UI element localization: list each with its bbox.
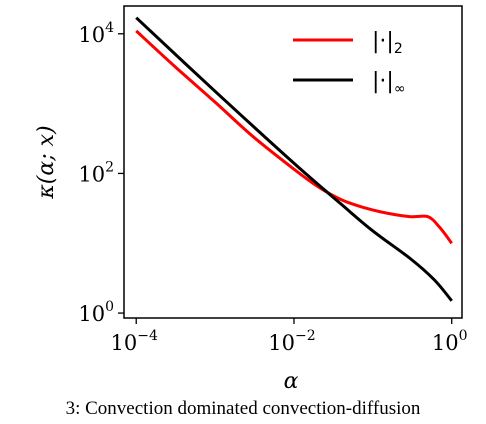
legend-label: |·|∞ xyxy=(372,69,406,97)
legend-label-subscript: ∞ xyxy=(394,81,406,97)
legend-label-name: |·| xyxy=(372,69,394,94)
y-tick-label: 100 xyxy=(78,299,114,326)
x-tick-label: 100 xyxy=(432,328,468,355)
y-tick-label: 104 xyxy=(78,20,114,47)
x-axis-label: α xyxy=(284,369,299,394)
series-layer xyxy=(135,16,453,302)
plot-frame xyxy=(123,5,463,319)
series-line-norm-2 xyxy=(135,29,453,245)
x-tick-label: 10−4 xyxy=(111,328,158,355)
y-tick-base: 10 xyxy=(78,23,105,47)
legend: |·|2|·|∞ xyxy=(293,29,406,97)
y-tick-exponent: 2 xyxy=(105,159,114,175)
plot-area xyxy=(123,5,463,319)
figure-caption: 3: Convection dominated convection-diffu… xyxy=(65,398,421,419)
x-tick-exponent: −2 xyxy=(295,328,316,344)
y-tick-exponent: 0 xyxy=(105,299,114,315)
x-tick-label: 10−2 xyxy=(268,328,315,355)
y-axis-label: κ(α; x) xyxy=(34,125,59,199)
x-tick-exponent: −4 xyxy=(137,328,158,344)
x-tick-base: 10 xyxy=(432,331,459,355)
y-tick-exponent: 4 xyxy=(105,20,114,36)
y-tick-base: 10 xyxy=(78,162,105,186)
legend-label-subscript: 2 xyxy=(394,41,403,57)
x-tick-exponent: 0 xyxy=(459,328,468,344)
legend-label-name: |·| xyxy=(372,29,394,54)
x-axis: 10−4 10−2 100 xyxy=(111,318,468,355)
x-tick-base: 10 xyxy=(268,331,295,355)
y-tick-label: 102 xyxy=(78,159,114,186)
series-line-norm-inf xyxy=(135,16,453,302)
x-tick-base: 10 xyxy=(111,331,138,355)
legend-label: |·|2 xyxy=(372,29,403,57)
y-tick-base: 10 xyxy=(78,302,105,326)
